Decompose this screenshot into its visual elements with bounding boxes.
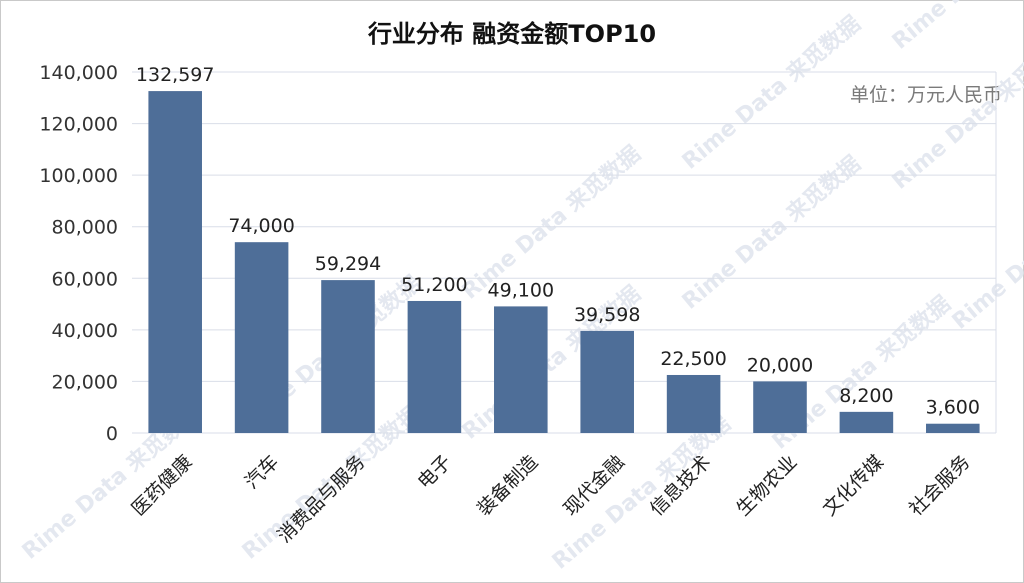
y-tick-label: 40,000 (52, 320, 118, 342)
data-label: 59,294 (315, 253, 381, 275)
data-label: 132,597 (136, 64, 215, 86)
data-label: 3,600 (926, 397, 980, 419)
bar (407, 300, 462, 433)
category-label: 消费品与服务 (273, 451, 369, 547)
data-label: 39,598 (574, 304, 640, 326)
data-label: 51,200 (401, 274, 467, 296)
data-label: 22,500 (660, 348, 726, 370)
category-label: 电子 (413, 451, 455, 493)
category-label: 装备制造 (473, 451, 542, 520)
category-label: 生物农业 (732, 451, 801, 520)
watermark-text: Rime Data 来觅数据 (947, 171, 1024, 335)
y-tick-label: 140,000 (39, 62, 118, 84)
bar (926, 423, 980, 433)
y-tick-label: 100,000 (39, 165, 118, 187)
bars (148, 91, 980, 433)
data-label: 20,000 (747, 354, 813, 376)
watermark-text: Rime Data 来觅数据 (677, 11, 865, 175)
data-label: 74,000 (228, 215, 294, 237)
data-labels: 132,597 74,000 59,294 51,200 49,100 39,598 22,… (136, 64, 980, 419)
unit-label: 单位：万元人民币 (849, 84, 1002, 106)
y-tick-label: 120,000 (39, 114, 118, 136)
data-label: 49,100 (488, 279, 554, 301)
bar (494, 306, 548, 433)
bar (753, 381, 807, 433)
watermark-text: Rime Data 来觅数据 (887, 0, 1024, 55)
category-label: 文化传媒 (819, 451, 888, 520)
category-label: 社会服务 (905, 451, 974, 520)
bar (234, 242, 289, 433)
y-tick-label: 0 (106, 423, 118, 445)
data-label: 8,200 (839, 385, 893, 407)
bar (321, 280, 375, 433)
y-tick-label: 60,000 (52, 268, 118, 290)
y-tick-label: 80,000 (52, 217, 118, 239)
watermark-text: Rime Data 来觅数据 (887, 31, 1024, 195)
y-axis-ticks: 0 20,000 40,000 60,000 80,000 100,000 120,000 1… (39, 62, 118, 445)
bar (580, 330, 634, 433)
bar (148, 91, 202, 433)
chart-title: 行业分布 融资金额TOP10 (367, 20, 657, 48)
bar (839, 411, 894, 433)
category-label: 汽车 (241, 451, 283, 493)
bar (666, 374, 721, 433)
y-tick-label: 20,000 (52, 371, 118, 393)
